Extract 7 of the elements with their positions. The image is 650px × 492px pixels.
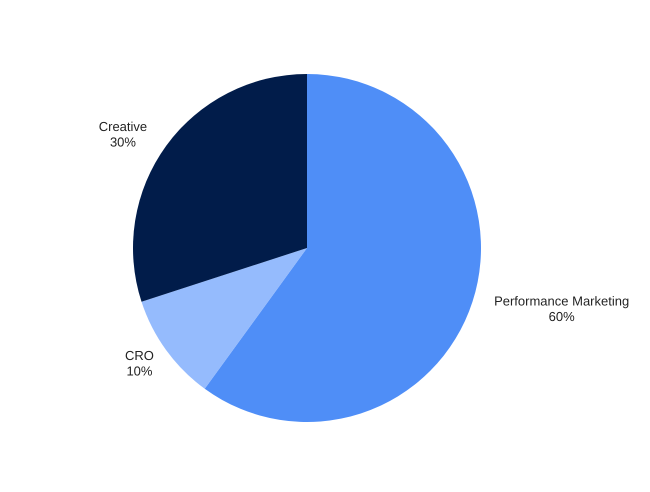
data-label: 30% [110, 134, 136, 150]
slice-label: CRO [124, 348, 154, 363]
data-label: 10% [126, 364, 153, 379]
pie-slice [204, 74, 481, 422]
slice-label: Creative [98, 118, 148, 134]
data-label: 60% [548, 309, 576, 324]
slice-label: Performance Marketing [494, 294, 630, 309]
